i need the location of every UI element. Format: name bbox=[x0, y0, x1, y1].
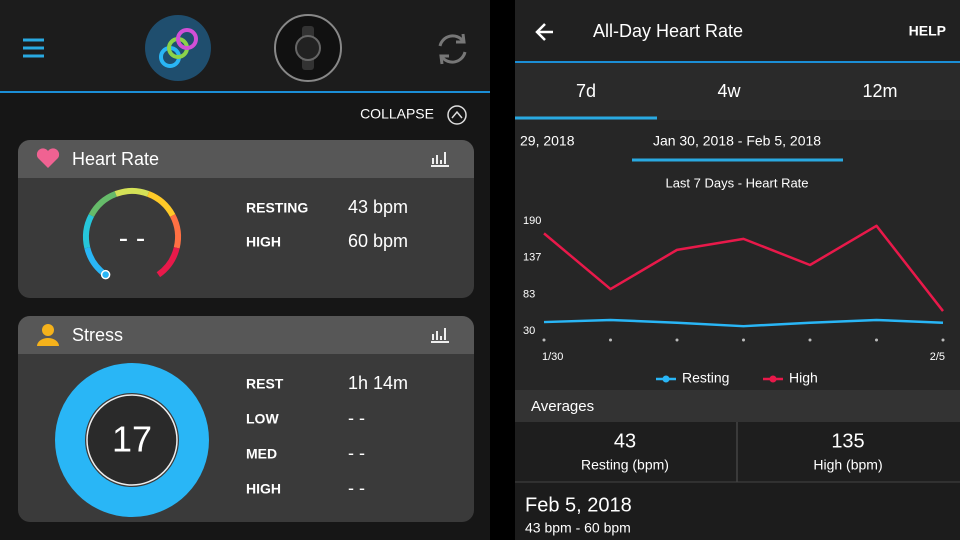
chart-icon[interactable] bbox=[431, 328, 449, 343]
collapse-label[interactable]: COLLAPSE bbox=[360, 106, 434, 122]
card-title: Stress bbox=[72, 325, 123, 345]
legend-label: High bbox=[789, 370, 818, 386]
screen-title: All-Day Heart Rate bbox=[593, 21, 743, 41]
tabs: 7d 4w 12m bbox=[576, 81, 898, 101]
x-tick-label: 2/5 bbox=[930, 351, 945, 363]
gauge-dot bbox=[100, 269, 111, 280]
tab[interactable]: 7d bbox=[576, 81, 596, 101]
x-tick-label: 1/30 bbox=[542, 351, 563, 363]
collapse-icon[interactable] bbox=[447, 105, 467, 125]
gauge-arc bbox=[156, 246, 180, 278]
legend-dot bbox=[769, 375, 777, 383]
averages-header bbox=[515, 390, 960, 422]
help-button[interactable]: HELP bbox=[909, 23, 946, 39]
tab[interactable]: 12m bbox=[862, 81, 897, 101]
stress-rows: REST 1h 14m LOW - - MED - - HIGH - - bbox=[246, 373, 408, 498]
connect-logo[interactable] bbox=[145, 15, 211, 81]
chart-icon[interactable] bbox=[431, 152, 449, 167]
day-range: 43 bpm - 60 bpm bbox=[525, 520, 631, 536]
average-label: Resting (bpm) bbox=[581, 457, 669, 473]
row-label: REST bbox=[246, 376, 284, 392]
line-chart: 30 83 137 190 1/30 2/5 Resting High bbox=[523, 215, 945, 386]
card-header bbox=[18, 316, 474, 354]
chart-title: Last 7 Days - Heart Rate bbox=[665, 175, 808, 190]
gauge-arc bbox=[114, 188, 150, 197]
row-label: MED bbox=[246, 446, 277, 462]
averages-title: Averages bbox=[531, 398, 594, 415]
card-title: Heart Rate bbox=[72, 149, 159, 169]
date-range[interactable]: Jan 30, 2018 - Feb 5, 2018 bbox=[653, 133, 821, 149]
menu-icon[interactable] bbox=[23, 38, 44, 58]
row-value: 60 bpm bbox=[348, 231, 408, 251]
back-arrow[interactable] bbox=[535, 23, 553, 41]
x-tick-mark bbox=[675, 338, 679, 342]
tab-bar bbox=[515, 63, 960, 120]
x-tick-mark bbox=[609, 338, 612, 342]
stress-center bbox=[86, 394, 178, 486]
y-tick-label: 30 bbox=[523, 325, 535, 337]
sync-icon[interactable] bbox=[438, 33, 467, 65]
stress-ring bbox=[55, 363, 209, 517]
series-line bbox=[543, 318, 944, 328]
tab[interactable]: 4w bbox=[717, 81, 741, 101]
row-label: HIGH bbox=[246, 234, 281, 250]
row-label: HIGH bbox=[246, 481, 281, 497]
y-tick-label: 190 bbox=[523, 215, 541, 227]
row-label: LOW bbox=[246, 411, 279, 427]
x-tick-mark bbox=[875, 338, 878, 342]
stress-score: 17 bbox=[112, 419, 152, 460]
average-label: High (bpm) bbox=[813, 457, 882, 473]
day-date[interactable]: Feb 5, 2018 bbox=[525, 494, 632, 516]
legend-label: Resting bbox=[682, 370, 729, 386]
y-tick-label: 137 bbox=[523, 251, 541, 263]
gauge-arc bbox=[88, 191, 117, 218]
gauge-arc bbox=[147, 191, 176, 218]
gauge-value: - - bbox=[119, 222, 145, 253]
x-tick-mark bbox=[941, 338, 945, 342]
card-header bbox=[18, 140, 474, 178]
row-value: 1h 14m bbox=[348, 373, 408, 393]
prev-range[interactable]: 29, 2018 bbox=[520, 133, 575, 149]
row-value: - - bbox=[348, 443, 365, 463]
x-tick-mark bbox=[742, 338, 745, 342]
average-value: 43 bbox=[614, 430, 636, 452]
row-label: RESTING bbox=[246, 200, 308, 216]
heart-icon bbox=[36, 148, 60, 168]
watch-button[interactable] bbox=[274, 14, 342, 82]
legend-dot bbox=[662, 375, 670, 383]
row-value: 43 bpm bbox=[348, 197, 408, 217]
x-tick-mark bbox=[808, 338, 812, 342]
top-bar bbox=[0, 0, 490, 92]
gauge-arc bbox=[169, 214, 181, 249]
app-bar bbox=[515, 0, 960, 62]
gauge-arc bbox=[83, 214, 95, 249]
row-value: - - bbox=[348, 478, 365, 498]
x-tick-mark bbox=[542, 338, 546, 342]
series-line bbox=[543, 224, 944, 312]
stress-icon bbox=[37, 324, 59, 346]
chart-panel bbox=[515, 120, 960, 390]
y-tick-label: 83 bbox=[523, 288, 535, 300]
heart-rate-card[interactable] bbox=[18, 140, 474, 298]
heart-gauge bbox=[83, 188, 181, 280]
average-value: 135 bbox=[831, 430, 864, 452]
row-value: - - bbox=[348, 408, 365, 428]
